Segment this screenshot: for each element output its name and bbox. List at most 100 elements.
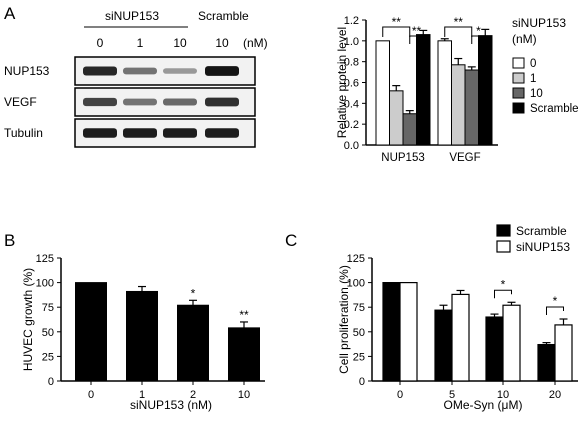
y-axis-title: Cell proliferation (%) (337, 265, 351, 374)
legend-swatch (512, 87, 525, 99)
y-tick-label: 1.0 (344, 36, 359, 48)
y-tick-label: 0.4 (344, 98, 359, 110)
bar-2 (177, 304, 209, 382)
x-tick-label: 1 (139, 389, 145, 401)
legend-label: 10 (530, 88, 543, 100)
panel-label-c: C (285, 231, 297, 250)
blot-lane-label: 0 (97, 36, 104, 50)
x-axis-title: OMe-Syn (μM) (444, 398, 523, 412)
y-axis-title: Relative protein level (335, 27, 349, 138)
bar-vegf-10 (464, 69, 479, 146)
significance-mark: ** (392, 15, 402, 29)
y-tick-label: 0.0 (344, 140, 359, 152)
bar-10-sinup153 (502, 304, 521, 382)
blot-band (163, 98, 197, 106)
significance-bracket (494, 289, 512, 299)
bar-nup153-10 (402, 113, 417, 146)
bar-10 (228, 327, 260, 382)
significance-mark: ** (412, 24, 422, 38)
x-category-label: NUP153 (381, 152, 424, 164)
y-tick-label: 125 (347, 253, 365, 265)
y-tick-label: 75 (42, 302, 54, 314)
x-tick-label: 2 (190, 389, 196, 401)
blot-row-label: NUP153 (4, 64, 50, 78)
western-blot: siNUP153 Scramble 0 1 10 10 (nM) NUP153 … (4, 9, 268, 148)
blot-band (83, 128, 117, 138)
significance-mark: ** (239, 308, 249, 322)
significance-mark: * (501, 277, 506, 291)
legend-swatch (496, 240, 511, 253)
blot-band (205, 97, 239, 107)
significance-bracket (382, 26, 411, 37)
blot-lane-labels: 0 1 10 10 (nM) (97, 36, 268, 50)
bar-nup153-1 (389, 90, 404, 146)
significance-mark: * (553, 294, 558, 308)
panel-label-a: A (4, 4, 16, 23)
bar-10-scramble (485, 316, 504, 382)
legend-title: (nM) (512, 32, 537, 46)
legend-label: siNUP153 (516, 240, 570, 254)
blot-strips (74, 56, 256, 148)
y-tick-label: 0 (359, 376, 365, 388)
blot-unit: (nM) (243, 36, 268, 50)
blot-band (163, 68, 197, 74)
bar-5-scramble (434, 309, 453, 382)
bar-0-scramble (382, 282, 401, 382)
legend-title: siNUP153 (512, 16, 566, 30)
significance-mark: * (476, 24, 481, 38)
legend-label: Scramble (530, 103, 579, 115)
blot-row-label: Tubulin (4, 126, 43, 140)
blot-band (123, 67, 157, 75)
x-tick-label: 20 (549, 389, 561, 401)
y-tick-label: 25 (353, 351, 365, 363)
blot-band (205, 128, 239, 138)
legend-swatch (512, 57, 525, 69)
blot-lane-label: 10 (215, 36, 229, 50)
x-tick-label: 5 (449, 389, 455, 401)
x-tick-label: 0 (88, 389, 94, 401)
significance-bracket (444, 26, 473, 37)
x-axis-title: siNUP153 (nM) (130, 398, 212, 412)
y-tick-label: 125 (36, 253, 54, 265)
bar-nup153-scramble (416, 34, 431, 146)
y-tick-label: 0 (48, 376, 54, 388)
legend-label: 1 (530, 73, 536, 85)
blot-lane-label: 1 (137, 36, 144, 50)
bar-nup153-0 (375, 40, 390, 146)
legend-label: 0 (530, 58, 536, 70)
x-tick-label: 10 (497, 389, 509, 401)
blot-band (205, 66, 239, 76)
significance-bracket (546, 306, 564, 316)
blot-band (123, 128, 157, 138)
y-tick-label: 75 (353, 302, 365, 314)
x-category-label: VEGF (449, 152, 480, 164)
y-tick-label: 1.2 (344, 15, 359, 27)
bar-vegf-scramble (478, 35, 493, 146)
significance-mark: ** (454, 15, 464, 29)
bar-1 (126, 290, 158, 382)
blot-band (123, 98, 157, 106)
legend-swatch (512, 102, 525, 114)
x-tick-label: 0 (397, 389, 403, 401)
legend-swatch (512, 72, 525, 84)
bar-20-scramble (537, 343, 556, 382)
bar-vegf-0 (437, 40, 452, 146)
significance-bracket (471, 35, 486, 44)
blot-group-scramble: Scramble (198, 9, 249, 23)
blot-band (83, 97, 117, 107)
panel-label-b: B (4, 231, 15, 250)
y-tick-label: 0.8 (344, 57, 359, 69)
y-tick-label: 0.2 (344, 119, 359, 131)
significance-bracket (409, 35, 424, 44)
legend-swatch (496, 224, 511, 237)
blot-row-label: VEGF (4, 95, 37, 109)
y-tick-label: 100 (347, 278, 365, 290)
bar-0 (75, 282, 107, 382)
blot-band (163, 128, 197, 138)
blot-lane-label: 10 (173, 36, 187, 50)
y-tick-label: 50 (42, 327, 54, 339)
bar-20-sinup153 (554, 324, 573, 382)
